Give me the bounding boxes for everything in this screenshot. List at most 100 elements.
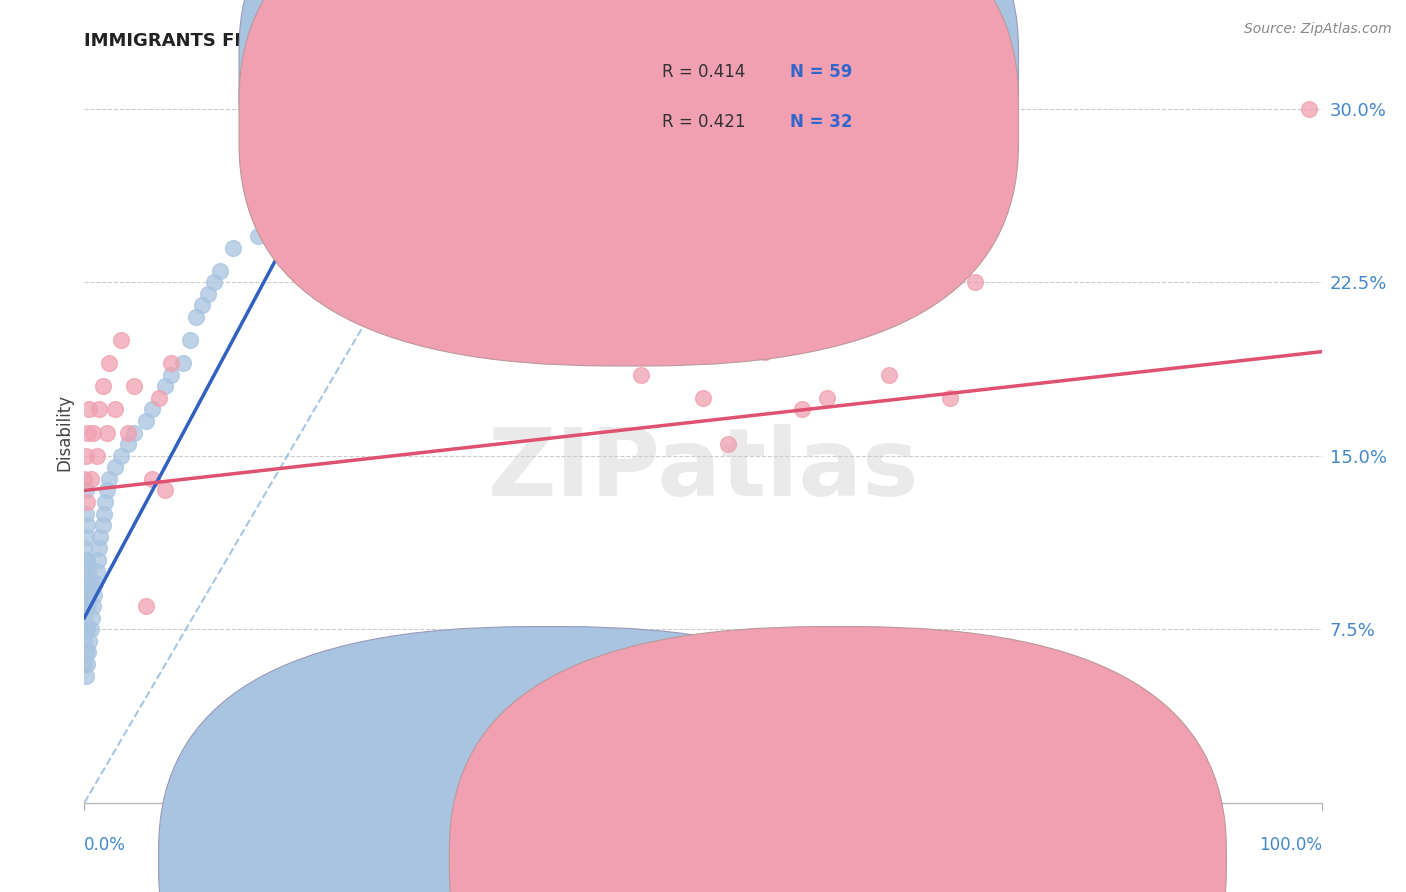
Point xyxy=(87,553,110,567)
Point xyxy=(630,368,652,382)
Point xyxy=(717,437,740,451)
Text: 0.0%: 0.0% xyxy=(84,836,127,855)
Point xyxy=(117,437,139,451)
Point xyxy=(89,541,111,556)
Text: Immigrants from Indonesia: Immigrants from Indonesia xyxy=(574,851,797,869)
Point xyxy=(93,507,115,521)
FancyBboxPatch shape xyxy=(159,626,935,892)
Point xyxy=(122,425,145,440)
Point xyxy=(86,565,108,579)
Point xyxy=(82,425,104,440)
Point xyxy=(191,298,214,312)
Point xyxy=(98,356,121,370)
Point xyxy=(94,495,117,509)
Point xyxy=(79,622,101,636)
Point xyxy=(73,472,96,486)
Point xyxy=(75,507,97,521)
Point xyxy=(73,541,96,556)
Point xyxy=(110,333,132,347)
Point xyxy=(284,171,307,186)
Point xyxy=(86,449,108,463)
Point xyxy=(76,588,98,602)
Point xyxy=(135,414,157,428)
Point xyxy=(222,240,245,255)
Point xyxy=(73,657,96,671)
Text: R = 0.414: R = 0.414 xyxy=(662,63,745,81)
Point xyxy=(77,645,100,659)
Point xyxy=(939,391,962,405)
Point xyxy=(84,576,107,591)
Point xyxy=(96,483,118,498)
Point xyxy=(75,449,97,463)
FancyBboxPatch shape xyxy=(450,626,1226,892)
Text: 100.0%: 100.0% xyxy=(1258,836,1322,855)
Point xyxy=(76,657,98,671)
Point xyxy=(754,344,776,359)
Text: R = 0.421: R = 0.421 xyxy=(662,112,745,130)
Point xyxy=(790,402,813,417)
Point xyxy=(77,425,100,440)
Point xyxy=(91,518,114,533)
Point xyxy=(79,588,101,602)
Point xyxy=(104,460,127,475)
Point xyxy=(877,368,900,382)
Point xyxy=(73,565,96,579)
Point xyxy=(692,391,714,405)
Point xyxy=(98,472,121,486)
Point xyxy=(179,333,201,347)
Point xyxy=(75,668,97,682)
Point xyxy=(79,576,101,591)
Point xyxy=(75,576,97,591)
Point xyxy=(965,275,987,289)
Point xyxy=(117,425,139,440)
Point xyxy=(75,622,97,636)
Point xyxy=(197,286,219,301)
Point xyxy=(246,229,269,244)
Point xyxy=(75,483,97,498)
FancyBboxPatch shape xyxy=(585,59,920,188)
Point xyxy=(76,622,98,636)
Text: Source: ZipAtlas.com: Source: ZipAtlas.com xyxy=(1244,22,1392,37)
Point xyxy=(110,449,132,463)
Point xyxy=(91,379,114,393)
Point xyxy=(153,483,176,498)
Point xyxy=(815,391,838,405)
Point xyxy=(75,530,97,544)
Point xyxy=(73,633,96,648)
Point xyxy=(160,356,183,370)
Point xyxy=(141,402,163,417)
Point xyxy=(77,599,100,614)
Point xyxy=(76,553,98,567)
Point xyxy=(80,610,103,624)
Point xyxy=(135,599,157,614)
Point xyxy=(82,599,104,614)
Text: N = 59: N = 59 xyxy=(790,63,852,81)
Point xyxy=(75,553,97,567)
Text: Pima: Pima xyxy=(863,851,904,869)
Point xyxy=(89,530,111,544)
Point xyxy=(141,472,163,486)
Point xyxy=(77,565,100,579)
Point xyxy=(184,310,207,324)
Y-axis label: Disability: Disability xyxy=(55,394,73,471)
Point xyxy=(79,402,101,417)
Point xyxy=(122,379,145,393)
Text: IMMIGRANTS FROM INDONESIA VS PIMA DISABILITY CORRELATION CHART: IMMIGRANTS FROM INDONESIA VS PIMA DISABI… xyxy=(84,32,831,50)
Point xyxy=(76,495,98,509)
FancyBboxPatch shape xyxy=(239,0,1018,366)
Point xyxy=(73,610,96,624)
Point xyxy=(153,379,176,393)
Point xyxy=(172,356,194,370)
Point xyxy=(160,368,183,382)
FancyBboxPatch shape xyxy=(239,0,1018,317)
Point xyxy=(841,310,863,324)
Point xyxy=(1298,102,1320,116)
Point xyxy=(89,402,111,417)
Point xyxy=(148,391,170,405)
Point xyxy=(79,472,101,486)
Point xyxy=(202,275,225,289)
Point xyxy=(104,402,127,417)
Point xyxy=(76,518,98,533)
Point xyxy=(83,588,105,602)
Point xyxy=(75,599,97,614)
